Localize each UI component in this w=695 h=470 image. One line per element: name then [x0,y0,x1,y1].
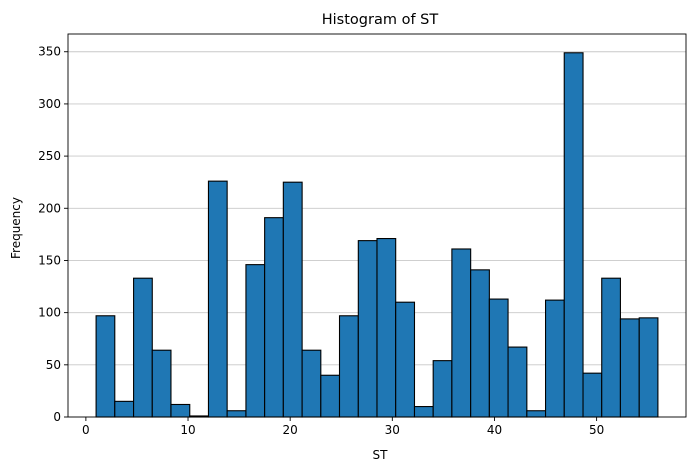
y-tick-label: 150 [38,253,61,267]
histogram-bar [451,248,472,418]
histogram-bar [264,217,284,418]
y-tick-label: 200 [38,201,61,215]
histogram-bar [582,372,603,418]
ticks-layer: 0 10 20 30 40 50 0 50 100 150 200 250 300 350 [38,45,604,437]
histogram-bar [619,318,640,418]
x-axis-title: ST [373,448,389,462]
histogram-bar [207,180,228,418]
histogram-bar [563,52,584,418]
histogram-bar [544,299,565,418]
x-tick-label: 10 [180,423,195,437]
histogram-bar [170,403,191,418]
y-axis-title: Frequency [9,197,23,259]
histogram-bar [114,400,135,418]
y-tick-label: 100 [38,306,61,320]
histogram-bar [395,301,416,418]
histogram-bar [488,298,509,418]
histogram-bar [95,315,116,418]
bars-layer [95,52,659,418]
x-tick-label: 20 [283,423,298,437]
y-tick-label: 50 [46,358,61,372]
x-tick-label: 40 [487,423,502,437]
x-tick-label: 0 [82,423,90,437]
histogram-bar [301,349,322,418]
y-tick-label: 0 [53,410,61,424]
x-tick-label: 50 [589,423,604,437]
histogram-bar [245,264,266,418]
histogram-bar [133,277,153,418]
histogram-bar [357,240,378,418]
histogram-bar [413,406,434,418]
histogram-bar [320,374,341,418]
axes-layer [67,33,687,418]
histogram-bar [432,360,453,418]
x-tick-label: 30 [385,423,400,437]
histogram-bar [151,349,172,418]
histogram-bar [376,237,397,418]
histogram-bar [507,346,528,418]
histogram-bar [526,410,547,418]
plot-frame [67,33,687,418]
y-tick-label: 350 [38,45,61,59]
histogram-bar [601,277,621,418]
y-tick-label: 300 [38,97,61,111]
histogram-bar [338,315,359,418]
histogram-bar [638,317,659,418]
histogram-bar [226,410,247,418]
chart-title: Histogram of ST [322,12,439,28]
y-tick-label: 250 [38,149,61,163]
histogram-bar [282,181,303,418]
histogram-bar [470,269,490,418]
